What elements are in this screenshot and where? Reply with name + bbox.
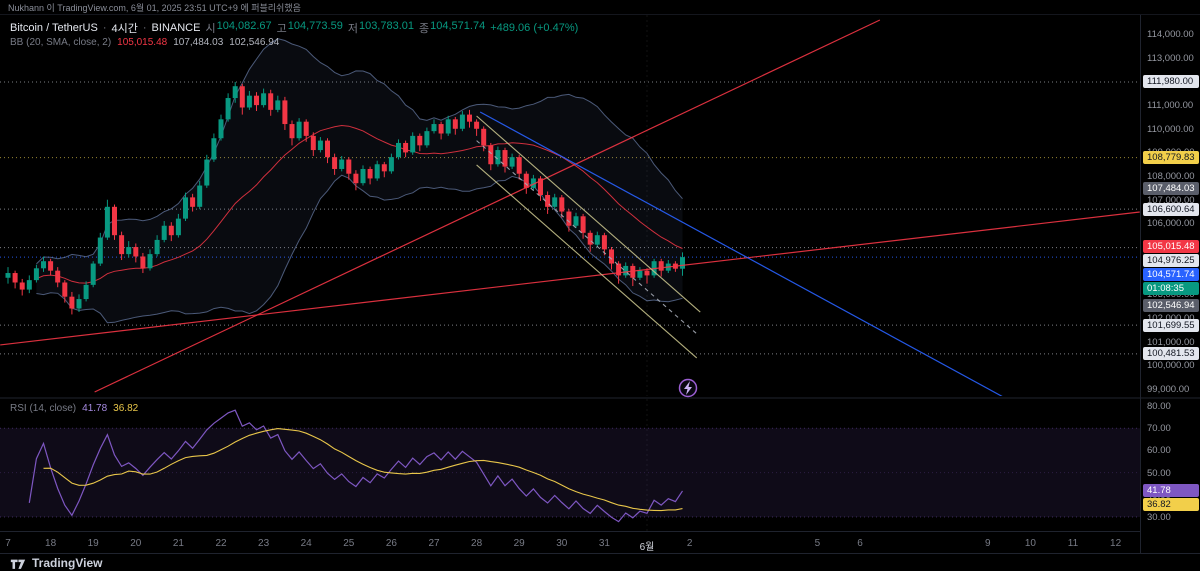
price-tick: 107,000.00 bbox=[1147, 194, 1195, 206]
rsi-badge: 41.78 bbox=[1143, 484, 1199, 498]
price-tick: 100,000.00 bbox=[1147, 360, 1195, 372]
time-label: 7 bbox=[5, 538, 11, 549]
time-label: 5 bbox=[814, 538, 821, 549]
rsi-tick: 50.00 bbox=[1147, 467, 1171, 479]
time-label: 10 bbox=[1024, 538, 1036, 549]
trend-line bbox=[479, 111, 1003, 396]
price-tick: 114,000.00 bbox=[1147, 29, 1194, 41]
time-label: 6 bbox=[857, 538, 863, 549]
price-tick: 102,000.00 bbox=[1147, 313, 1195, 324]
ohlc-close: 종 104,571.74 bbox=[419, 20, 486, 35]
time-label: 2 bbox=[686, 538, 693, 549]
legend-separator: · bbox=[142, 22, 147, 34]
time-label: 26 bbox=[385, 538, 397, 549]
bb-upper-line bbox=[36, 38, 683, 265]
price-badge: 108,779.83 bbox=[1143, 151, 1199, 165]
time-label: 28 bbox=[471, 538, 483, 549]
price-badge: 106,600.64 bbox=[1143, 202, 1199, 216]
time-label: 31 bbox=[598, 538, 610, 549]
price-badge: 111,980.00 bbox=[1143, 75, 1199, 89]
bb-lower-line bbox=[36, 174, 683, 324]
main-pane bbox=[0, 15, 1140, 396]
ohlc-high: 고 104,773.59 bbox=[276, 20, 343, 35]
symbol-name[interactable]: Bitcoin / TetherUS bbox=[10, 22, 98, 34]
tradingview-brand[interactable]: TradingView bbox=[32, 555, 103, 570]
price-change: +489.06 (+0.47%) bbox=[490, 22, 579, 34]
channel-upper-line bbox=[476, 115, 701, 313]
time-label: 11 bbox=[1067, 538, 1079, 549]
rsi-band bbox=[0, 428, 1140, 517]
ohlc-low: 저 103,783.01 bbox=[347, 20, 415, 35]
rsi-tick: 80.00 bbox=[1147, 401, 1171, 412]
price-badge: 102,546.94 bbox=[1143, 298, 1199, 312]
rsi-tick: 60.00 bbox=[1147, 445, 1171, 457]
channel-middle-line bbox=[476, 140, 699, 336]
publish-text: Nukhann 이 TradingView.com, 6월 01, 2025 2… bbox=[8, 2, 301, 13]
time-label: 30 bbox=[556, 538, 568, 549]
rsi-line bbox=[28, 409, 683, 523]
price-tick: 113,000.00 bbox=[1147, 52, 1194, 64]
trend-line bbox=[0, 211, 1140, 346]
symbol-legend[interactable]: Bitcoin / TetherUS · 4시간 · BINANCE 시 104,… bbox=[10, 20, 578, 36]
price-badge: 107,484.03 bbox=[1143, 181, 1199, 195]
channel-lower-line bbox=[476, 164, 698, 359]
rsi-ma-line bbox=[43, 428, 683, 512]
tradingview-logo-icon[interactable] bbox=[10, 556, 26, 570]
time-label: 22 bbox=[215, 538, 227, 549]
bar-countdown-badge: 01:08:35 bbox=[1143, 282, 1199, 296]
time-label: 29 bbox=[513, 538, 525, 549]
legend-separator: · bbox=[102, 22, 107, 34]
interval-label[interactable]: 4시간 bbox=[111, 23, 138, 35]
price-tick: 101,000.00 bbox=[1147, 336, 1195, 348]
price-badge: 104,976.25 bbox=[1143, 254, 1199, 268]
rsi-tick: 70.00 bbox=[1147, 423, 1171, 435]
time-label: 27 bbox=[428, 538, 440, 549]
price-badge: 104,571.74 bbox=[1143, 268, 1199, 282]
time-label: 23 bbox=[258, 538, 270, 549]
time-label: 12 bbox=[1110, 538, 1122, 549]
bb-fill bbox=[36, 38, 683, 323]
time-label: 9 bbox=[985, 538, 991, 549]
time-label: 20 bbox=[130, 538, 142, 549]
price-scale[interactable]: 114,000.00 113,000.00 111,000.00 110,000.00… bbox=[1140, 0, 1200, 553]
bb-indicator-name[interactable]: BB (20, SMA, close, 2) bbox=[10, 37, 112, 48]
bb-lower-value: 102,546.94 bbox=[229, 37, 280, 48]
rsi-value: 41.78 bbox=[82, 403, 108, 414]
publish-bar: Nukhann 이 TradingView.com, 6월 01, 2025 2… bbox=[0, 0, 1200, 15]
price-tick: 111,000.00 bbox=[1147, 100, 1194, 112]
time-label: 24 bbox=[300, 538, 312, 549]
trend-line bbox=[94, 19, 881, 393]
rsi-pane bbox=[0, 399, 1140, 531]
rsi-badge: 36.82 bbox=[1143, 498, 1199, 512]
rsi-legend[interactable]: RSI (14, close) 41.78 36.82 bbox=[10, 403, 138, 414]
rsi-tick: 30.00 bbox=[1147, 512, 1171, 523]
candles-layer bbox=[5, 81, 685, 315]
price-tick: 108,000.00 bbox=[1147, 171, 1195, 183]
exchange-label: BINANCE bbox=[151, 22, 201, 34]
price-badge: 105,015.48 bbox=[1143, 240, 1199, 254]
ohlc-open: 시 104,082.67 bbox=[205, 20, 272, 35]
time-label: 19 bbox=[87, 538, 99, 549]
price-tick: 110,000.00 bbox=[1147, 123, 1194, 135]
bb-legend[interactable]: BB (20, SMA, close, 2) 105,015.48 107,48… bbox=[10, 37, 279, 48]
price-badge: 101,699.55 bbox=[1143, 318, 1199, 332]
time-label: 18 bbox=[45, 538, 57, 549]
lightning-badge-icon[interactable] bbox=[678, 378, 698, 398]
time-axis[interactable]: 7 18 19 20 21 22 23 24 25 26 27 28 29 30 31 6월 2 5 6 9 10 11 1… bbox=[0, 531, 1140, 553]
rsi-ma-value: 36.82 bbox=[113, 403, 139, 414]
price-badge: 100,481.53 bbox=[1143, 347, 1199, 361]
rsi-indicator-name[interactable]: RSI (14, close) bbox=[10, 403, 77, 414]
bb-upper-value: 107,484.03 bbox=[173, 37, 224, 48]
bb-basis-value: 105,015.48 bbox=[117, 37, 168, 48]
footer: TradingView bbox=[0, 553, 1200, 571]
price-tick: 99,000.00 bbox=[1147, 383, 1190, 395]
time-label: 21 bbox=[172, 538, 184, 549]
time-label: 6월 bbox=[639, 542, 655, 553]
price-tick: 106,000.00 bbox=[1147, 218, 1195, 230]
time-label: 25 bbox=[343, 538, 355, 549]
